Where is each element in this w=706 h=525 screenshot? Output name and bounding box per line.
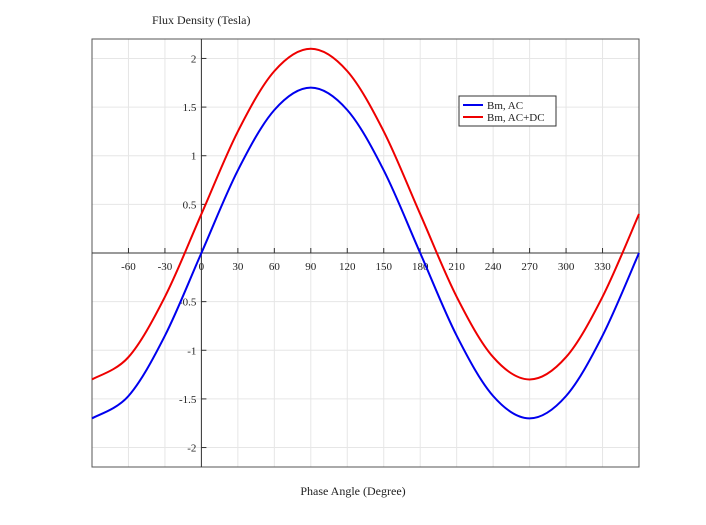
y-tick-label: 0.5 [183,199,197,211]
x-tick-label: 300 [558,261,575,273]
x-tick-label: -60 [121,261,136,273]
y-tick-label: -2 [187,443,196,455]
x-tick-label: 30 [232,261,244,273]
legend-box [458,95,557,127]
x-tick-label: 120 [339,261,356,273]
x-tick-label: 330 [594,261,611,273]
x-axis-title: Phase Angle (Degree) [300,484,406,498]
y-tick-label: -1.5 [179,394,197,406]
x-tick-label: 240 [485,261,502,273]
x-tick-label: 270 [521,261,538,273]
series-line-bm-ac [91,86,640,420]
x-tick-label: 0 [199,261,205,273]
y-tick-label: 1.5 [183,102,197,114]
x-tick-label: 60 [269,261,281,273]
x-tick-label: -30 [158,261,173,273]
y-tick-label: 2 [191,53,197,65]
y-tick-label: -0.5 [179,297,197,309]
legend-label: Bm, AC+DC [487,112,545,124]
y-axis-title: Flux Density (Tesla) [152,13,251,27]
x-tick-label: 90 [305,261,317,273]
legend-label: Bm, AC [487,100,523,112]
series-line-bm-ac-dc [91,47,640,381]
y-tick-label: 1 [191,151,197,163]
y-tick-label: -1 [187,345,196,357]
x-tick-label: 210 [448,261,465,273]
x-tick-label: 150 [375,261,392,273]
